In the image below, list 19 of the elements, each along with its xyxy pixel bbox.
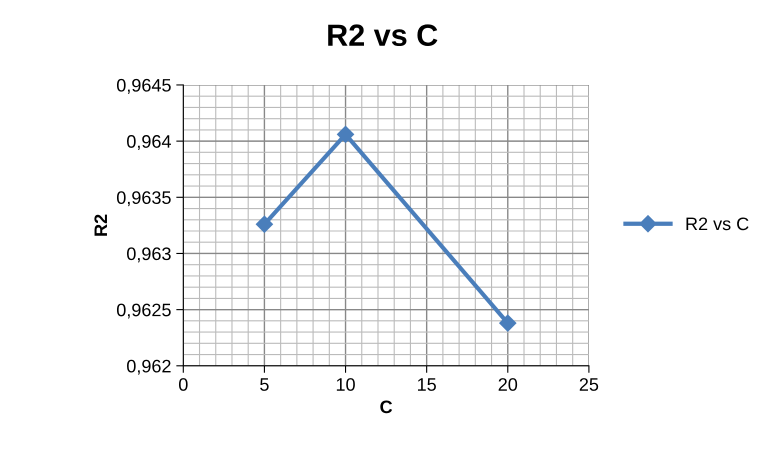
y-tick-label: 0,9625 <box>116 304 171 318</box>
point <box>256 216 273 233</box>
x-tick-label: 0 <box>178 378 188 391</box>
x-tick-label: 15 <box>418 378 436 391</box>
y-tick-label: 0,9635 <box>116 191 171 206</box>
point <box>499 314 516 332</box>
chart-title: R2 vs C <box>328 24 438 46</box>
y-axis-title: R2 <box>94 214 107 236</box>
x-tick-label: 10 <box>336 378 355 391</box>
y-tick-label: 0,964 <box>127 135 171 150</box>
x-axis-title: C <box>380 400 392 414</box>
y-tick-label: 0,963 <box>127 247 171 262</box>
x-tick-label: 20 <box>498 378 518 391</box>
y-tick-label: 0,9645 <box>116 78 171 94</box>
x-tick-label: 5 <box>260 378 269 391</box>
x-tick-label: 25 <box>580 378 598 391</box>
point <box>336 126 354 143</box>
legend-label: R2 vs C <box>686 217 749 230</box>
y-tick-label: 0,962 <box>127 360 171 375</box>
